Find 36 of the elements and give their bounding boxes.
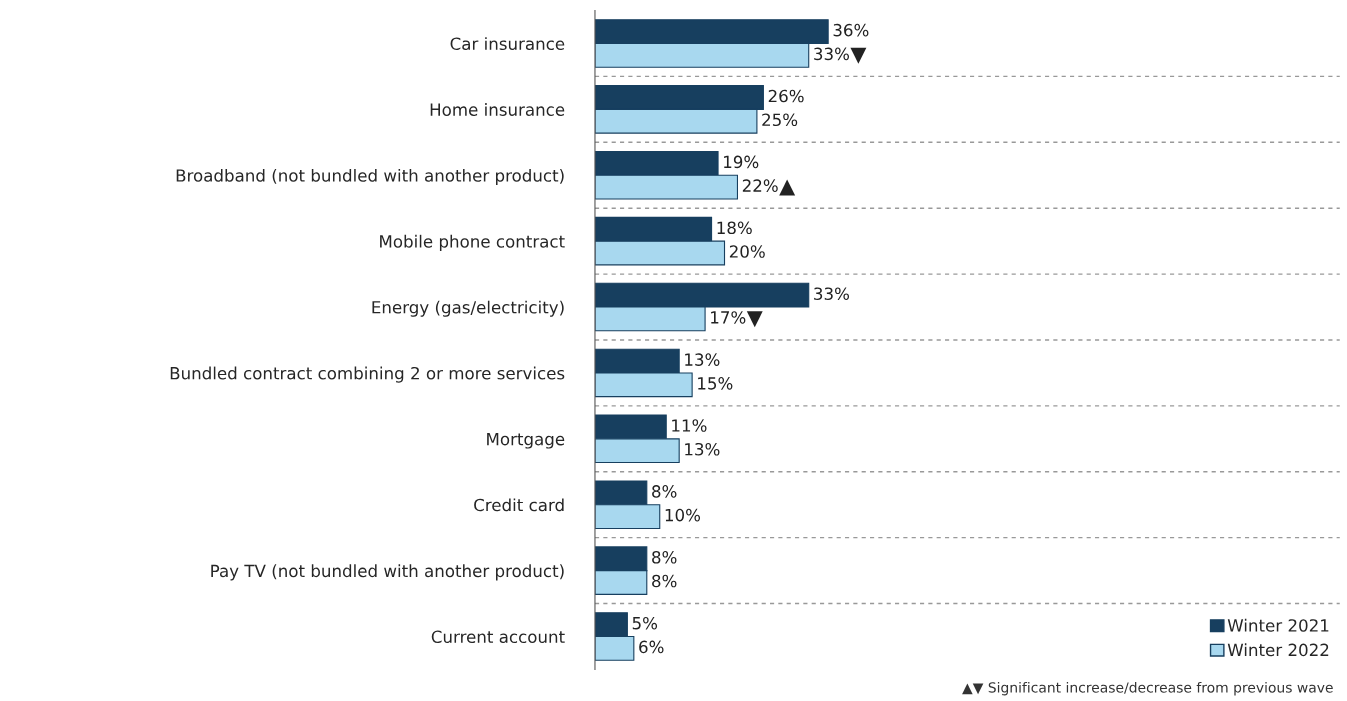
annotation: ▲ [779, 179, 796, 196]
data-label: 33% [814, 287, 850, 301]
data-label: 33% [814, 47, 850, 61]
data-label: 22% [742, 179, 778, 192]
data-label: 8% [652, 550, 677, 564]
legend-label: Winter 2021 [1227, 618, 1329, 632]
data-label: 18% [717, 221, 752, 235]
data-label: 8% [652, 485, 677, 498]
y-tick-label: Mobile phone contract [380, 234, 565, 251]
data-label: 13% [685, 353, 720, 366]
legend-label: Winter 2022 [1227, 643, 1329, 657]
data-label: 36% [833, 23, 869, 37]
y-tick-label: Bundled contract combining 2 or more services [170, 366, 565, 383]
y-tick-label: Credit card [474, 498, 564, 512]
y-tick-label: Home insurance [430, 103, 565, 116]
data-label: 15% [698, 377, 733, 390]
data-label: 10% [665, 508, 701, 522]
data-label: 13% [685, 442, 720, 456]
data-label: 26% [768, 89, 804, 103]
y-tick-label: Car insurance [450, 37, 565, 51]
annotation: ▼ [850, 47, 867, 64]
annotation: ▼ [746, 311, 763, 328]
data-label: 20% [729, 245, 765, 258]
data-label: 6% [639, 640, 664, 654]
y-tick-label: Mortgage [487, 433, 565, 449]
y-tick-label: Broadband (not bundled with another product) [176, 168, 564, 186]
text: ▲▼ Significant increase/decrease from previous wave [962, 681, 1333, 696]
y-tick-label: Energy (gas/electricity) [372, 300, 564, 317]
data-label: 17% [711, 311, 746, 324]
data-label: 8% [652, 574, 677, 588]
data-label: 25% [762, 113, 798, 127]
y-tick-label: Pay TV (not bundled with another product) [211, 564, 564, 581]
data-label: 11% [672, 419, 707, 432]
data-label: 19% [724, 155, 759, 169]
y-tick-label: Current account [431, 630, 565, 644]
data-label: 5% [632, 616, 658, 630]
